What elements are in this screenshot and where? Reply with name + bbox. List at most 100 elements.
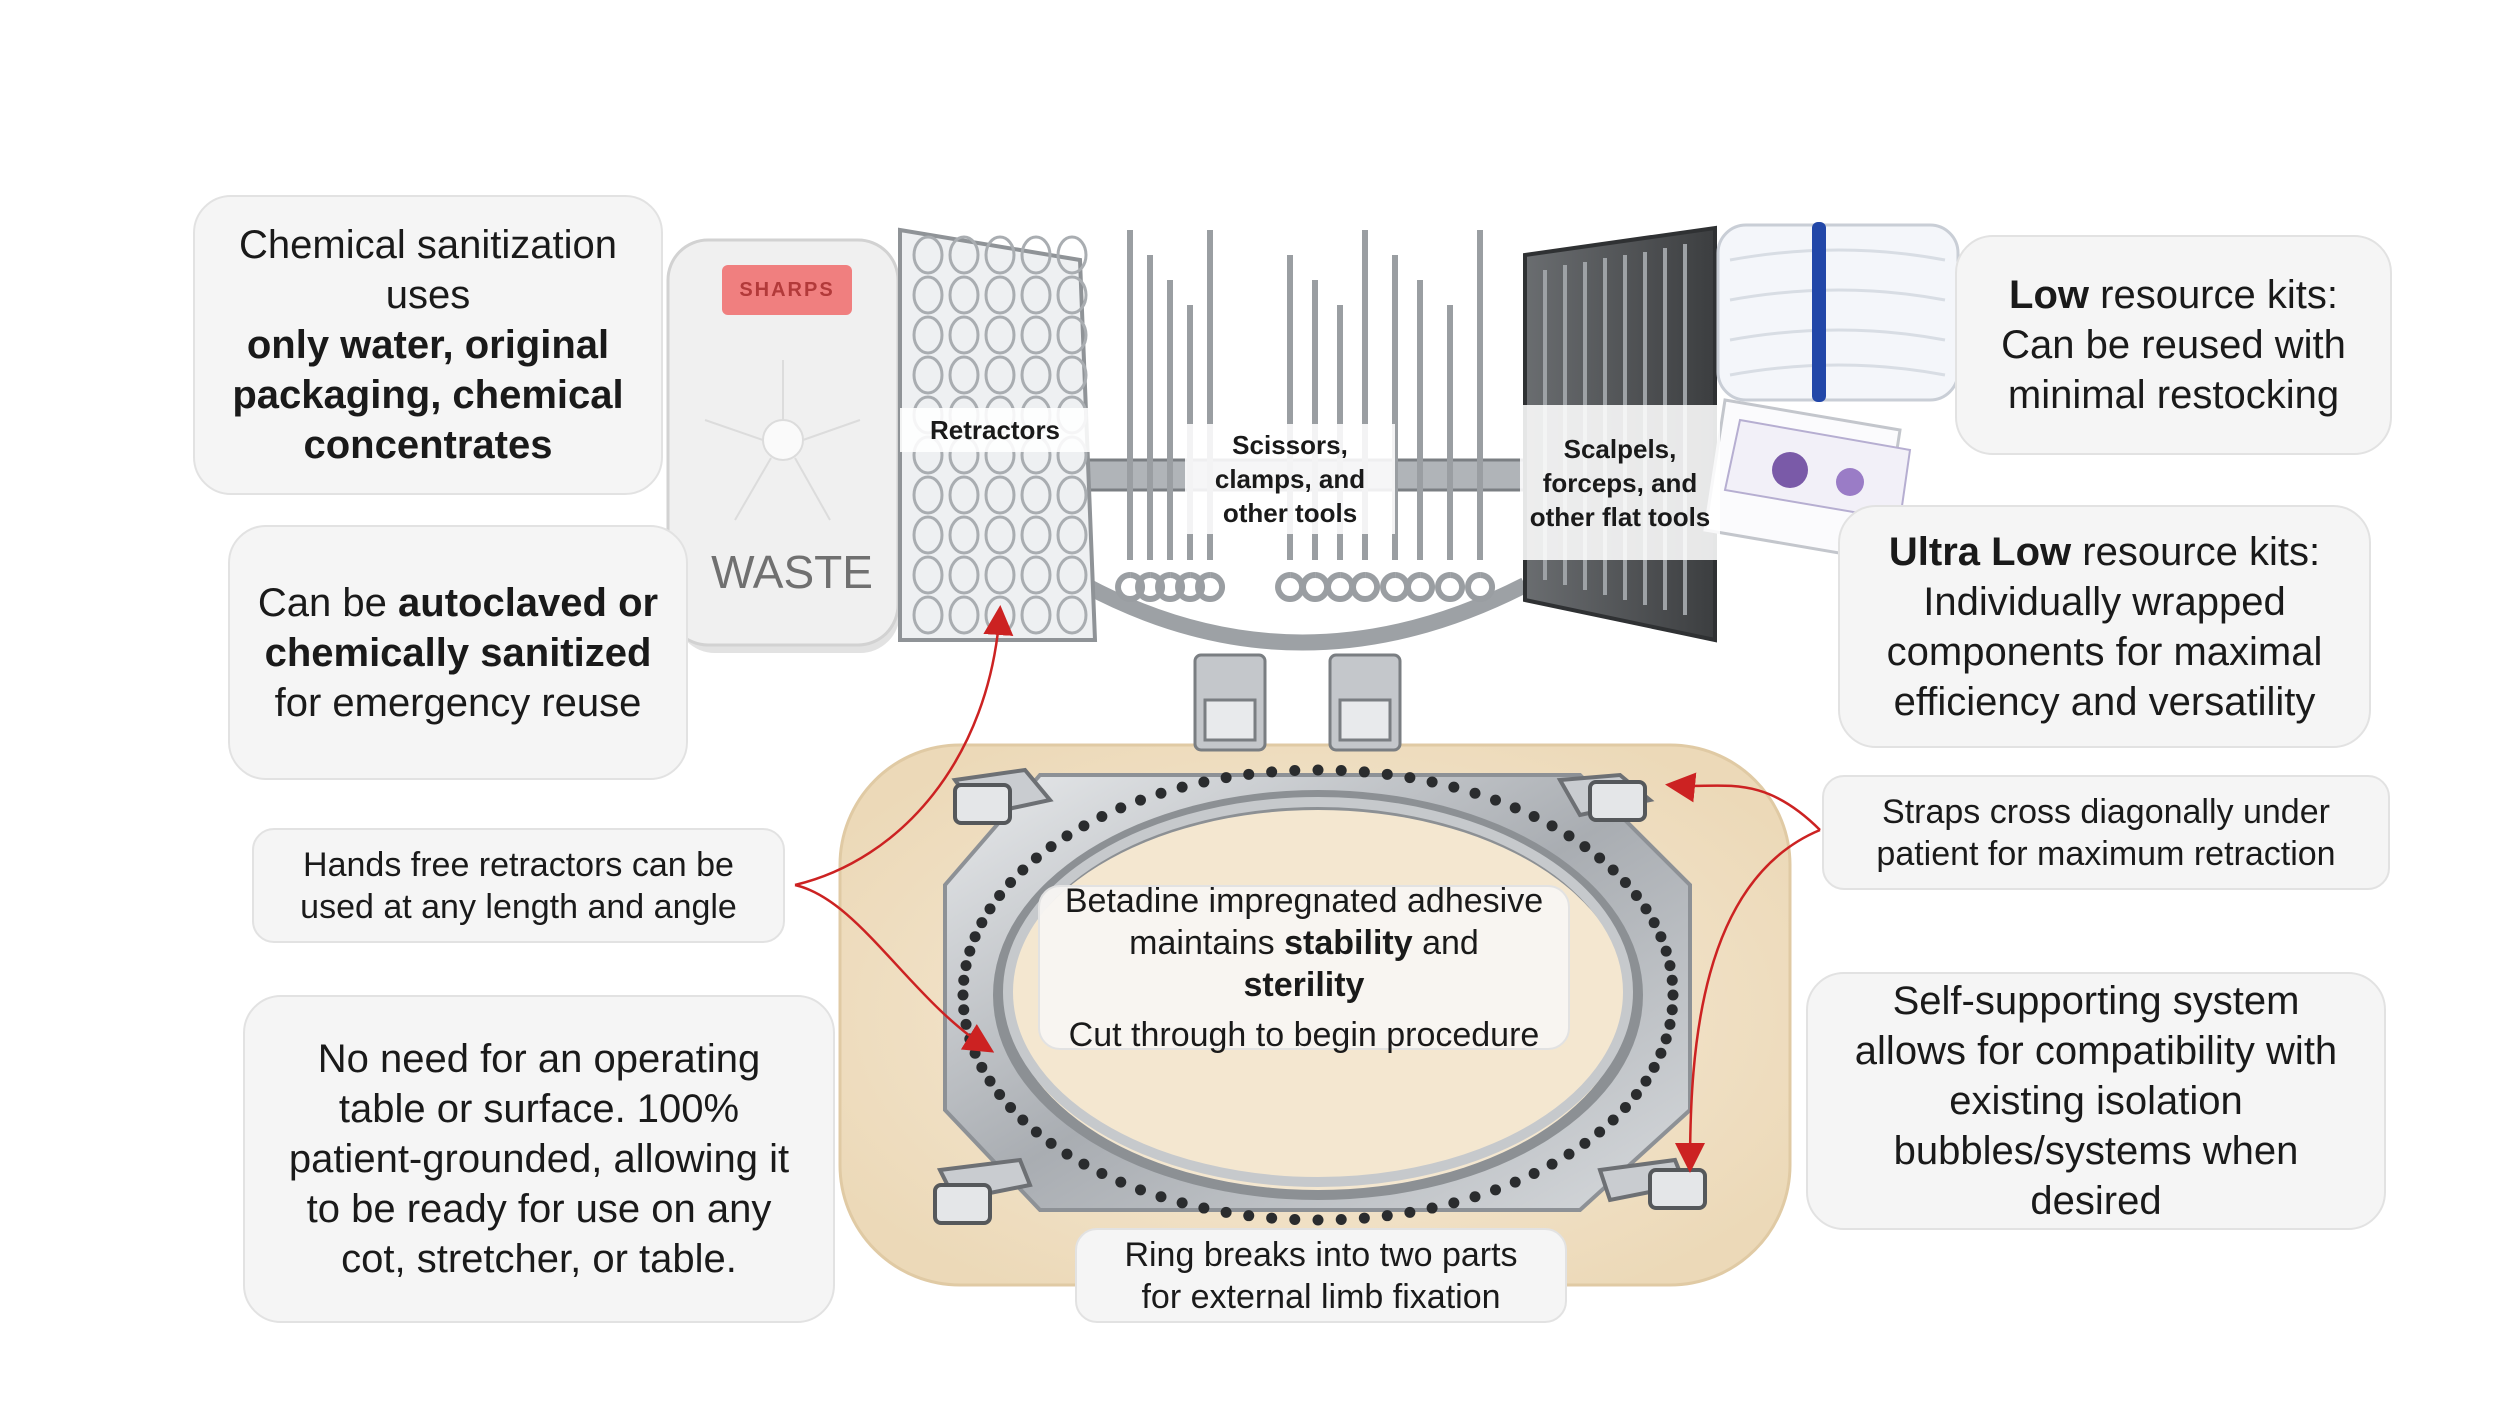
ultra-low-resource-callout: Ultra Low resource kits: Individually wr… [1838,505,2371,748]
scalpels-label: Scalpels, forceps, and other flat tools [1520,405,1720,560]
ring-hole [1135,794,1146,806]
ring-hole [1664,960,1676,972]
ring-hole [1030,1126,1042,1138]
mesh-cell [1020,595,1052,635]
mesh-cell [1020,355,1052,395]
ring-hole [1335,1214,1347,1226]
mesh-cell [984,315,1016,355]
betadine-callout: Betadine impregnated adhesive maintains … [1038,881,1570,1054]
ring-hole [1155,1191,1167,1203]
ring-hole [984,1075,996,1087]
ring-hole [1666,974,1678,986]
hanging-tool [1115,230,1146,602]
retractors-label: Retractors [900,408,1090,452]
ring-hole [1115,802,1127,814]
no-table-callout: No need for an operating table or surfac… [243,995,835,1323]
ring-hole [1266,766,1278,778]
chemical-bold-text: only water, original packaging, chemical… [232,323,624,467]
betadine-text-1: Betadine impregnated adhesive maintains [1064,881,1544,962]
ring-hole [1358,766,1370,778]
self-supporting-callout: Self-supporting system allows for compat… [1806,972,2386,1230]
ring-hole [1667,989,1679,1001]
mesh-cell [948,595,980,635]
straps-callout: Straps cross diagonally under patient fo… [1822,775,2390,890]
no-table-text: No need for an operating table or surfac… [288,1037,790,1281]
ring-hole [984,903,996,915]
betadine-bold-stability: stability [1284,923,1413,962]
ring-hole [1490,1184,1501,1196]
mesh-cell [984,275,1016,315]
mesh-cell [1056,515,1088,555]
mesh-cell [1020,555,1052,595]
ring-hole [957,989,969,1001]
ring-hole [1426,776,1438,788]
ring-hole [1312,764,1324,776]
hanging-tool [1135,255,1166,602]
ring-holes [957,764,1679,1226]
ring-hole [969,931,981,943]
ring-hole [1243,1210,1255,1222]
hands-free-callout: Hands free retractors can be used at any… [252,828,785,943]
ring-hole [1005,877,1017,888]
hands-free-text: Hands free retractors can be used at any… [300,845,737,926]
ring-hole [1243,768,1255,780]
ring-hole [1509,1176,1521,1188]
ring-hole [1630,1089,1642,1101]
low-text: resource kits: Can be reused with minima… [2001,273,2346,417]
ring-hole [1546,1158,1558,1170]
ring-hole [1404,1206,1416,1218]
waste-label: WASTE [711,546,873,598]
ring-hole [1607,1114,1619,1126]
ring-hole [1030,852,1042,864]
ring-hole [1490,794,1501,806]
ring-hole [969,1047,981,1059]
mesh-cell [984,515,1016,555]
tool-tray-arc [1081,577,1529,651]
ring-hole [1266,1212,1278,1224]
ring-hole [976,917,988,929]
ring-hole [1563,830,1575,842]
mesh-cell [948,315,980,355]
strap-buckles [933,780,1707,1225]
mesh-cell [1056,355,1088,395]
ring-hole [1078,820,1090,832]
mesh-cell [984,355,1016,395]
ring-hole [1198,1202,1210,1214]
mesh-cell [1056,475,1088,515]
ring-hole [1061,830,1073,842]
sharps-label-bg [722,265,852,315]
ring-hole [1469,787,1481,799]
ring-hole [976,1061,988,1073]
ring-hole [1528,1168,1540,1180]
ultra-low-text: resource kits: Individually wrapped comp… [1886,529,2323,724]
ring-hole [994,1089,1006,1101]
ring-hole [1381,768,1393,780]
ring-text: Ring breaks into two parts for external … [1124,1235,1518,1316]
ring-hole [1546,820,1558,832]
ring-hole [1115,1176,1127,1188]
ring-hole [1655,1047,1667,1059]
ring-hole [1448,1197,1460,1209]
hanging-tools [1115,230,1496,602]
mesh-cell [948,475,980,515]
ring-hole [960,1018,972,1030]
ring-hole [1528,810,1540,822]
autoclave-bold-text: autoclaved or chemically sanitized [264,580,659,675]
autoclave-text-1: Can be [257,580,387,625]
autoclave-callout: Can be autoclaved or chemically sanitize… [228,525,688,780]
mesh-cell [1056,235,1088,275]
ring-hole [1358,1212,1370,1224]
self-supporting-text: Self-supporting system allows for compat… [1854,979,2338,1223]
ring-hole [1096,1168,1108,1180]
mesh-cell [912,355,944,395]
mesh-cell [912,595,944,635]
hanging-tool [1465,230,1496,602]
ring-callout: Ring breaks into two parts for external … [1075,1228,1567,1323]
low-bold-text: Low [2009,273,2089,317]
ring-hole [1579,1137,1591,1149]
mesh-cell [1056,595,1088,635]
low-resource-callout: Low resource kits: Can be reused with mi… [1955,235,2392,455]
ring-hole [1640,903,1652,915]
mesh-cell [1020,475,1052,515]
mesh-cell [1020,515,1052,555]
